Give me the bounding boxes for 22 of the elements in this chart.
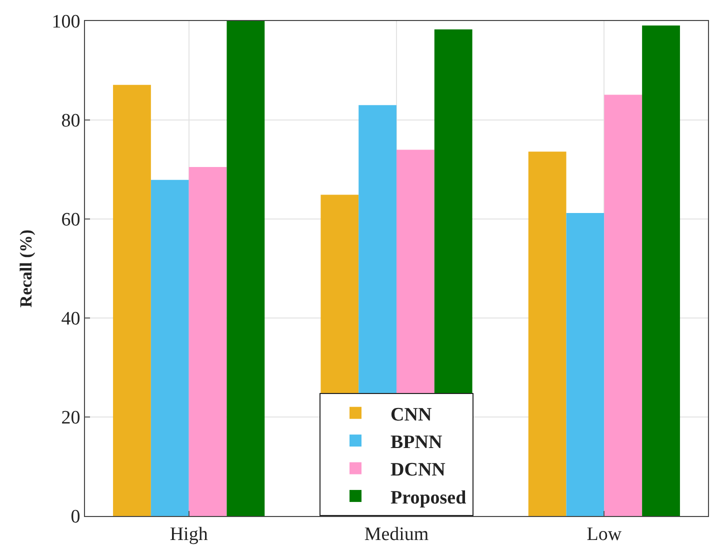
x-tick-label: Medium bbox=[364, 524, 429, 545]
y-tick-label: 40 bbox=[61, 308, 80, 330]
bar bbox=[604, 94, 642, 516]
legend-label: DCNN bbox=[390, 460, 446, 481]
legend-label: BPNN bbox=[390, 432, 442, 453]
y-tick-label: 80 bbox=[61, 110, 80, 132]
legend-label: Proposed bbox=[390, 487, 467, 508]
bar bbox=[113, 84, 151, 516]
y-tick-label: 20 bbox=[61, 408, 80, 429]
bar bbox=[188, 167, 227, 516]
bar bbox=[150, 180, 189, 516]
y-axis-title: Recall (%) bbox=[16, 230, 36, 308]
bar bbox=[226, 21, 265, 516]
bar bbox=[566, 213, 604, 516]
y-tick-label: 60 bbox=[61, 210, 80, 231]
y-tick-label: 100 bbox=[52, 12, 80, 33]
y-tick-label: 0 bbox=[70, 506, 80, 528]
legend-label: CNN bbox=[390, 404, 432, 426]
bar bbox=[642, 25, 680, 516]
x-tick-label: Low bbox=[586, 524, 622, 545]
x-tick-label: High bbox=[170, 524, 208, 545]
bar bbox=[528, 152, 566, 516]
